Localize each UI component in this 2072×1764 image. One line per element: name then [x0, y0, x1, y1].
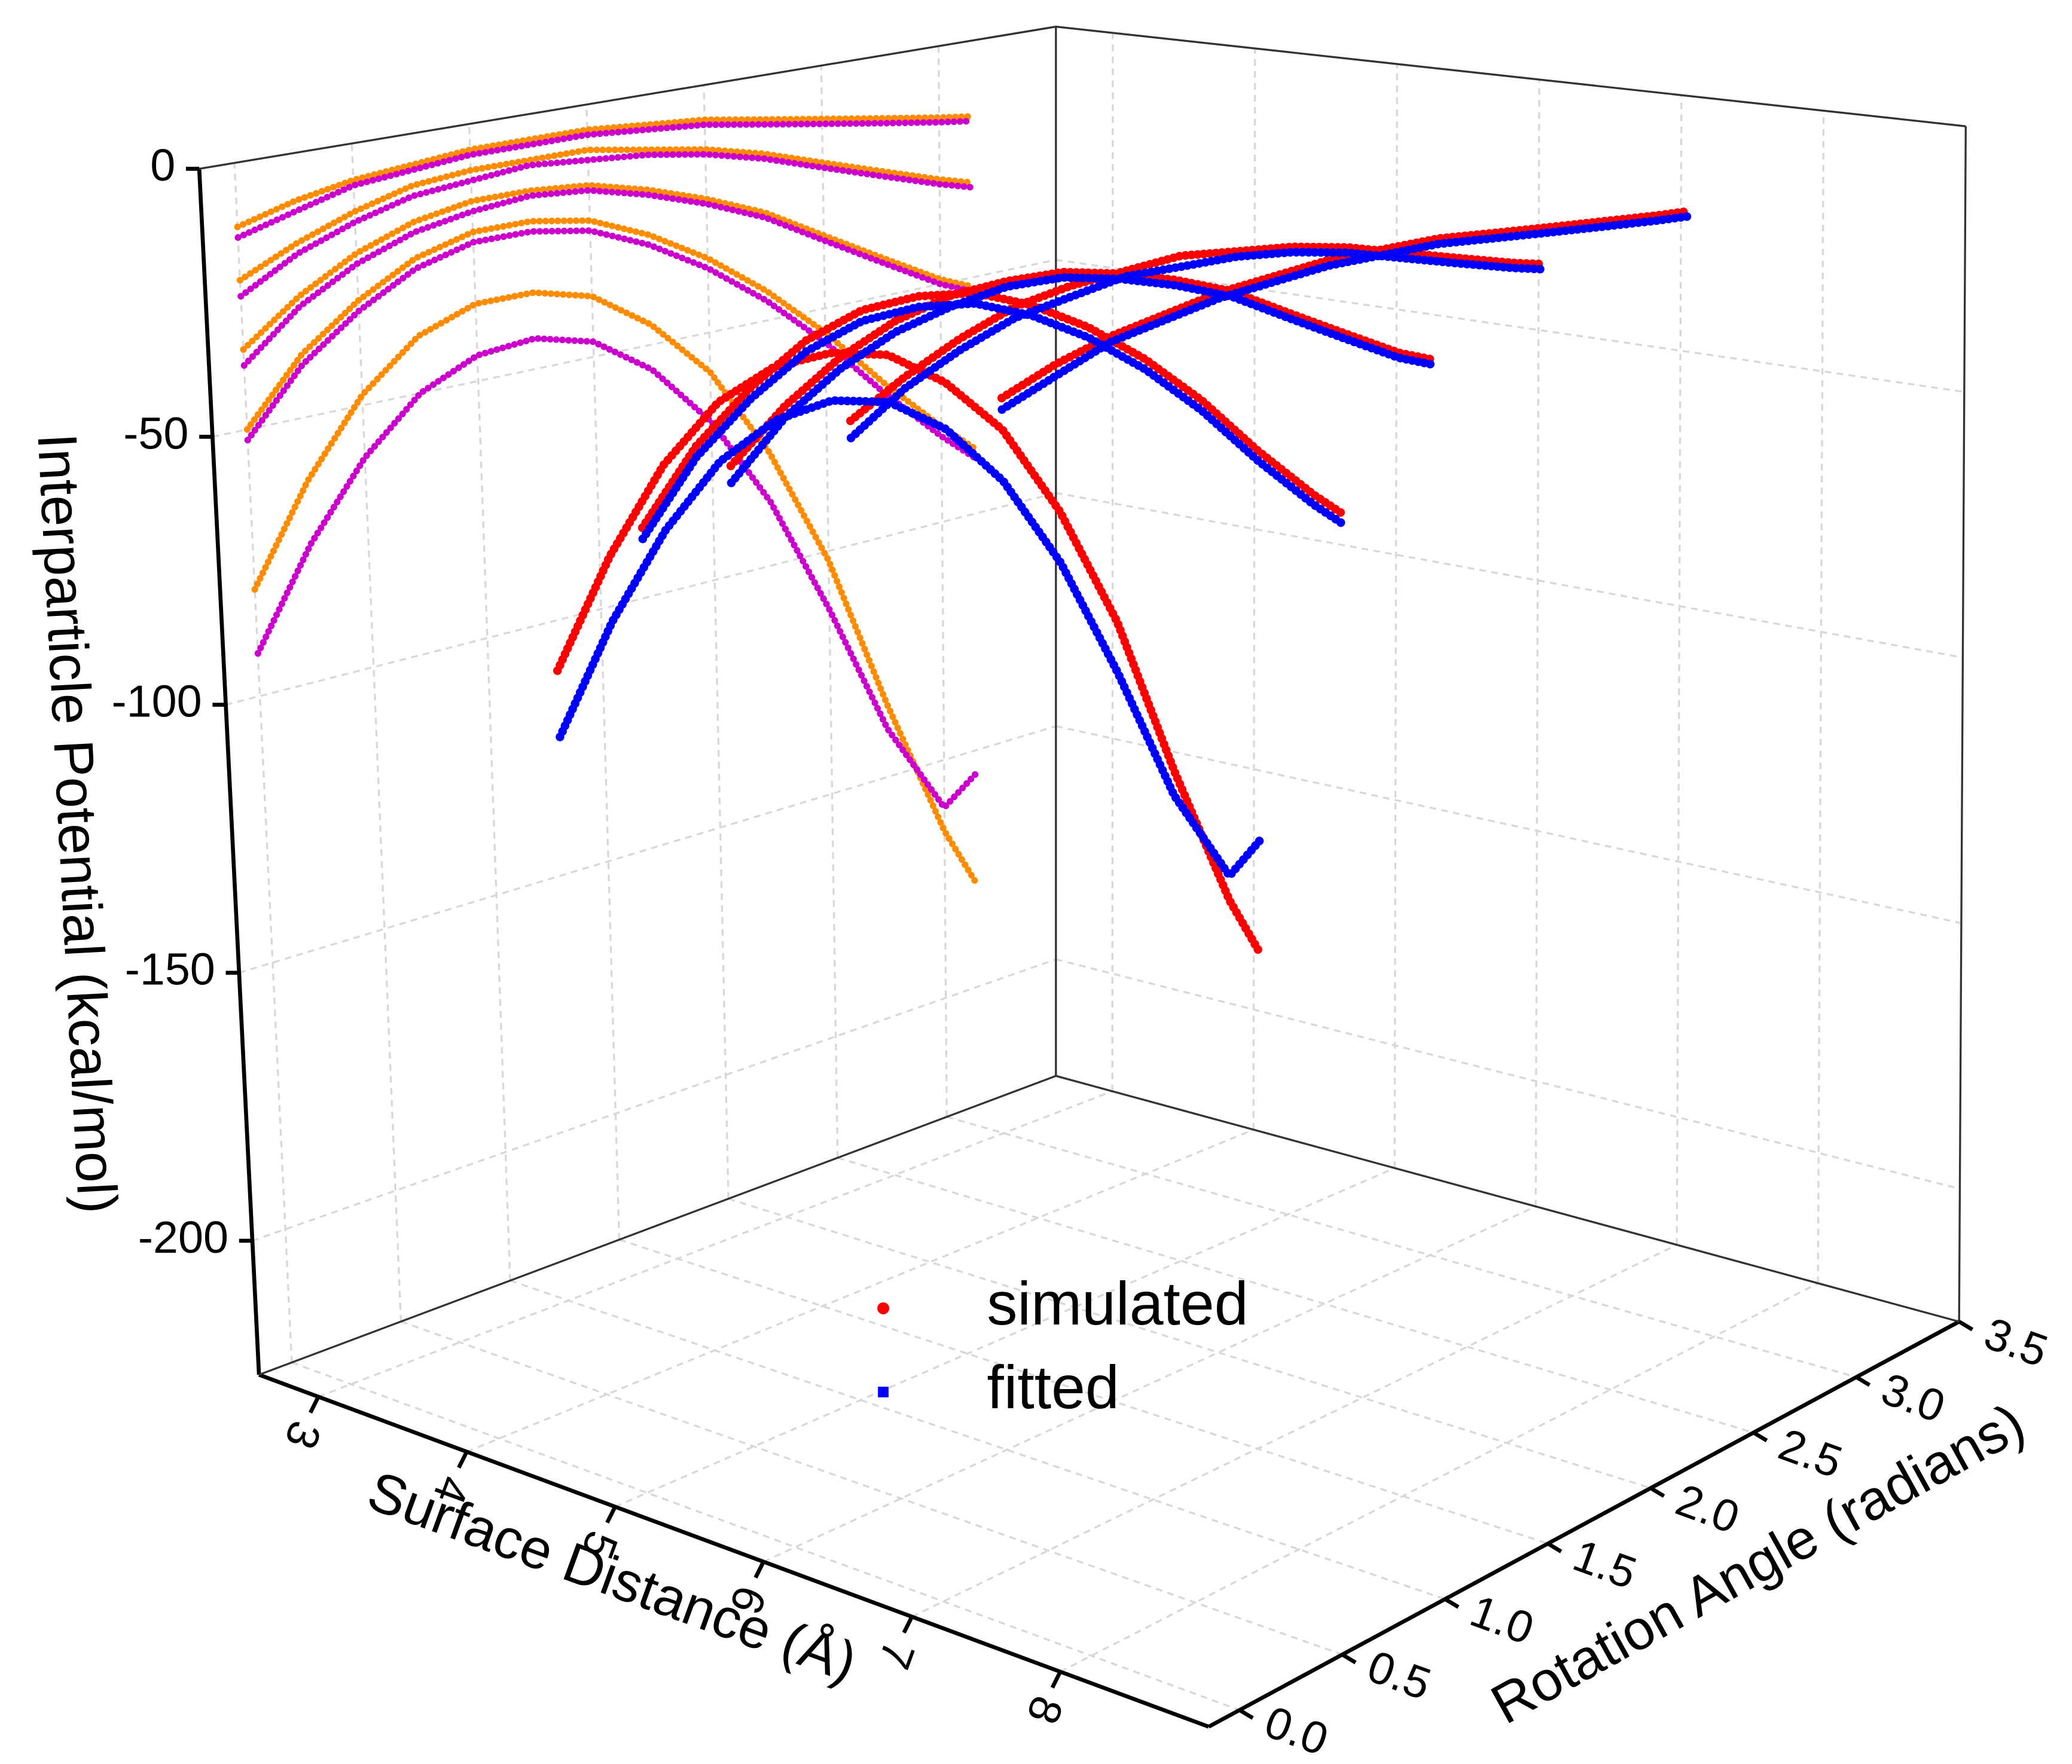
tick-mark [1649, 1486, 1665, 1498]
tick-mark [753, 1561, 765, 1579]
grid-line [937, 46, 948, 1117]
tick-mark [605, 1506, 617, 1524]
wall-projection [243, 217, 977, 451]
data-curve [846, 248, 1549, 442]
legend-label: fitted [987, 1353, 1119, 1421]
z-axis-title: Interparticle Potential (kcal/mol) [26, 432, 129, 1215]
data-curve [556, 396, 1265, 883]
grid-line [946, 1116, 1857, 1378]
z-tick-label: -150 [125, 945, 215, 995]
grid-line [1393, 64, 1399, 1168]
grid-line [468, 124, 511, 1281]
y-tick-label: 1.0 [1464, 1586, 1540, 1655]
z-tick-label: -50 [123, 408, 188, 459]
data-curve [638, 299, 1350, 544]
wall-projection [240, 182, 977, 353]
grid-line [1676, 95, 1683, 1245]
grid-line [820, 65, 839, 1158]
data-curve [727, 273, 1435, 487]
wall-projection [244, 227, 977, 461]
data-curve [997, 212, 1692, 414]
tick-mark [1444, 1597, 1460, 1609]
tick-mark [1341, 1653, 1357, 1665]
grid-line [763, 1205, 1536, 1563]
wall-projection [234, 117, 975, 241]
y-tick-label: 0.5 [1361, 1641, 1437, 1710]
legend-marker [877, 1302, 890, 1314]
grid-line [400, 1320, 1343, 1656]
grid-line [619, 1238, 1549, 1545]
grid-line [911, 1244, 1677, 1618]
z-tick-label: -100 [111, 677, 202, 727]
grid-line [1817, 111, 1825, 1284]
grid-line [350, 143, 402, 1322]
grid-line [1252, 48, 1256, 1130]
grid-line [615, 1167, 1395, 1508]
y-tick-label: 3.0 [1875, 1364, 1951, 1433]
grid-line [318, 1090, 1113, 1398]
grid-line [585, 104, 621, 1240]
wall-projection [236, 146, 976, 284]
axis-line [258, 1372, 1210, 1729]
y-tick-label: 2.0 [1670, 1475, 1746, 1543]
tick-mark [902, 1616, 914, 1634]
y-tick-label: 1.5 [1567, 1530, 1643, 1599]
box-edge [199, 25, 1057, 170]
wall-projection [237, 151, 976, 300]
grid-line [728, 1198, 1651, 1490]
data-curve [553, 349, 1265, 958]
grid-line [239, 725, 1057, 974]
grid-line [837, 1156, 1754, 1434]
wall-projection [254, 335, 979, 813]
grid-line [1055, 258, 1965, 393]
x-tick-label: 3 [274, 1415, 330, 1455]
y-axis-title: Rotation Angle (radians) [1481, 1391, 2035, 1736]
grid-line [291, 1361, 1240, 1711]
box-edge [1055, 25, 1966, 127]
tick-mark [1958, 1320, 1974, 1332]
legend-label: simulated [987, 1269, 1248, 1338]
grid-line [1534, 80, 1540, 1207]
tick-mark [1855, 1375, 1871, 1387]
axis-line [1207, 1320, 1960, 1729]
wall-projection [234, 113, 975, 231]
y-tick-label: 2.5 [1772, 1420, 1848, 1488]
y-tick-label: 3.5 [1978, 1308, 2054, 1377]
z-tick-label: 0 [150, 141, 175, 191]
wall-projection [240, 187, 977, 369]
box-edge [258, 1075, 1057, 1376]
grid-line [1060, 1282, 1818, 1673]
grid-line [252, 958, 1057, 1242]
tick-mark [309, 1396, 321, 1414]
grid-line [509, 1280, 1446, 1600]
tick-mark [1546, 1542, 1563, 1554]
y-tick-label: 0.0 [1258, 1697, 1334, 1764]
wall-projection [251, 289, 979, 887]
box-edge [1055, 1075, 1960, 1323]
tick-mark [1752, 1430, 1768, 1442]
grid-line [703, 85, 730, 1199]
grid-line [1055, 958, 1960, 1190]
box-edge [1958, 126, 1967, 1322]
z-tick-label: -200 [138, 1213, 228, 1263]
grid-line [466, 1128, 1254, 1453]
grid-line [1111, 32, 1114, 1091]
x-tick-label: 7 [868, 1635, 924, 1676]
tick-mark [457, 1451, 469, 1469]
grid-line [233, 163, 293, 1363]
x-tick-label: 8 [1017, 1690, 1072, 1731]
axis-line [197, 169, 261, 1375]
tick-mark [1238, 1708, 1254, 1720]
grid-line [212, 258, 1057, 438]
grid-line [1055, 492, 1963, 659]
data-curve [997, 207, 1692, 402]
legend-marker [878, 1387, 889, 1397]
tick-mark [1050, 1671, 1063, 1689]
data-curve [846, 242, 1549, 426]
